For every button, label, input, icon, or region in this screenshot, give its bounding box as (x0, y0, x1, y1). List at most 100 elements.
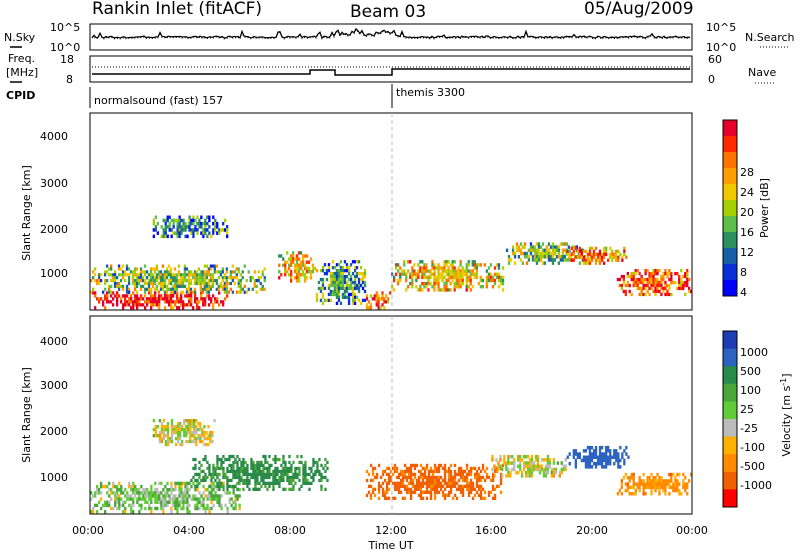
heatmap-cell (251, 276, 254, 280)
heatmap-cell (682, 485, 685, 490)
heatmap-cell (668, 472, 671, 477)
heatmap-cell (415, 278, 418, 283)
heatmap-cell (158, 303, 161, 307)
heatmap-cell (646, 289, 649, 294)
heatmap-cell (550, 474, 553, 478)
heatmap-cell (196, 481, 199, 486)
heatmap-cell (459, 466, 463, 471)
heatmap-cell (361, 272, 365, 276)
heatmap-cell (551, 251, 555, 256)
heatmap-cell (188, 215, 191, 219)
heatmap-cell (588, 465, 592, 469)
heatmap-cell (106, 279, 109, 283)
heatmap-cell (204, 475, 207, 480)
heatmap-cell (141, 284, 145, 288)
heatmap-cell (205, 273, 208, 277)
heatmap-cell (325, 269, 329, 273)
heatmap-cell (166, 422, 170, 426)
heatmap-cell (166, 494, 169, 498)
heatmap-cell (337, 272, 341, 276)
heatmap-cell (151, 284, 155, 288)
heatmap-cell (190, 294, 193, 298)
heatmap-cell (620, 479, 623, 483)
heatmap-cell (405, 466, 409, 471)
heatmap-cell (433, 272, 436, 276)
heatmap-cell (345, 280, 349, 285)
heatmap-cell (618, 277, 621, 282)
heatmap-cell (256, 478, 259, 483)
heatmap-cell (121, 276, 125, 280)
heatmap-cell (601, 465, 604, 469)
heatmap-cell (395, 272, 398, 276)
heatmap-cell (333, 274, 337, 279)
heatmap-cell (170, 431, 174, 435)
heatmap-cell (292, 484, 295, 488)
heatmap-cell (371, 490, 375, 494)
heatmap-cell (678, 472, 681, 477)
heatmap-cell (345, 295, 349, 299)
heatmap-cell (192, 218, 195, 223)
heatmap-cell (178, 215, 181, 219)
heatmap-cell (435, 466, 439, 471)
heatmap-cell (206, 466, 209, 471)
heatmap-cell (317, 280, 321, 285)
heatmap-cell (487, 275, 491, 280)
heatmap-cell (339, 269, 343, 273)
heatmap-cell (605, 449, 608, 453)
heatmap-cell (399, 472, 403, 477)
heatmap-cell (628, 289, 631, 294)
noise-sky-trace (91, 27, 691, 39)
heatmap-cell (447, 275, 450, 280)
heatmap-cell (210, 500, 213, 504)
heatmap-cell (260, 460, 263, 465)
heatmap-cell (638, 479, 641, 483)
heatmap-cell (218, 228, 221, 232)
heatmap-cell (499, 475, 503, 480)
heatmap-cell (578, 455, 581, 459)
heatmap-cell (116, 291, 119, 295)
heatmap-cell (469, 481, 473, 485)
heatmap-cell (250, 472, 253, 477)
heatmap-cell (206, 494, 209, 498)
heatmap-cell (413, 472, 417, 477)
heatmap-cell (174, 494, 177, 498)
heatmap-cell (347, 295, 351, 299)
heatmap-cell (497, 467, 500, 472)
heatmap-cell (184, 303, 187, 307)
heatmap-cell (116, 497, 119, 501)
heatmap-cell (646, 485, 649, 490)
heatmap-cell (605, 249, 608, 253)
heatmap-cell (147, 281, 151, 286)
heatmap-cell (431, 481, 435, 485)
heatmap-cell (160, 428, 164, 432)
heatmap-cell (175, 431, 178, 435)
heatmap-cell (294, 475, 297, 480)
heatmap-cell (607, 258, 610, 262)
heatmap-cell (666, 274, 669, 279)
heatmap-cell (467, 263, 470, 267)
heatmap-cell (180, 491, 183, 495)
heatmap-cell (198, 466, 201, 471)
heatmap-cell (425, 266, 428, 270)
heatmap-cell (247, 270, 250, 274)
heatmap-cell (158, 431, 162, 435)
heatmap-cell (222, 454, 225, 459)
heatmap-cell (310, 481, 313, 485)
heatmap-cell (203, 270, 206, 274)
heatmap-cell (221, 284, 224, 288)
heatmap-cell (185, 279, 189, 283)
heatmap-cell (254, 463, 257, 468)
heatmap-cell (176, 497, 179, 501)
heatmap-cell (176, 300, 179, 304)
heatmap-cell (588, 461, 592, 466)
heatmap-cell (479, 496, 483, 500)
heatmap-cell (351, 289, 355, 294)
heatmap-cell (182, 228, 185, 232)
heatmap-cell (106, 291, 109, 295)
heatmap-cell (347, 272, 351, 276)
heatmap-cell (125, 290, 129, 294)
heatmap-cell (592, 249, 596, 253)
heatmap-cell (613, 255, 616, 259)
heatmap-cell (198, 460, 201, 465)
heatmap-cell (477, 484, 481, 488)
